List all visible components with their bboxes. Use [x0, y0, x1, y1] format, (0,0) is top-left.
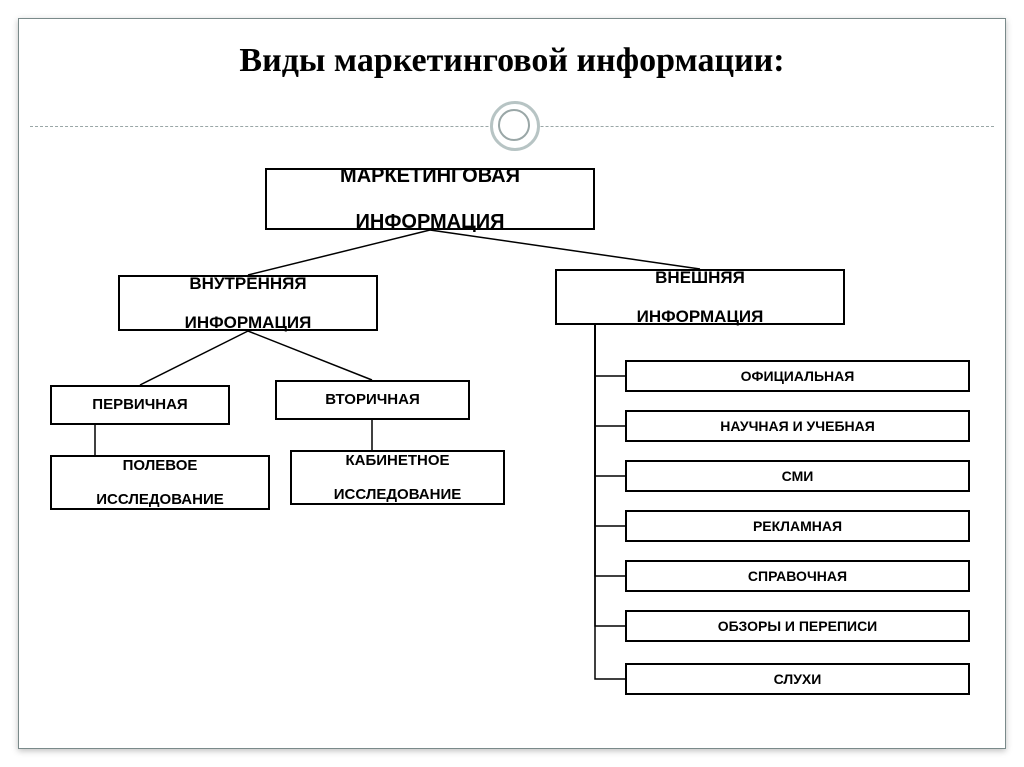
edge-external-ext1: [595, 325, 625, 376]
node-internal: ВНУТРЕННЯЯИНФОРМАЦИЯ: [118, 275, 378, 331]
node-ext5: СПРАВОЧНАЯ: [625, 560, 970, 592]
node-field: ПОЛЕВОЕИССЛЕДОВАНИЕ: [50, 455, 270, 510]
edge-external-ext3: [595, 325, 625, 476]
node-ext4: РЕКЛАМНАЯ: [625, 510, 970, 542]
node-ext1: ОФИЦИАЛЬНАЯ: [625, 360, 970, 392]
node-ext2: НАУЧНАЯ И УЧЕБНАЯ: [625, 410, 970, 442]
node-external: ВНЕШНЯЯИНФОРМАЦИЯ: [555, 269, 845, 325]
node-ext6: ОБЗОРЫ И ПЕРЕПИСИ: [625, 610, 970, 642]
node-ext3: СМИ: [625, 460, 970, 492]
edge-root-external: [430, 230, 700, 269]
node-secondary: ВТОРИЧНАЯ: [275, 380, 470, 420]
edge-internal-primary: [140, 331, 248, 385]
node-desk: КАБИНЕТНОЕИССЛЕДОВАНИЕ: [290, 450, 505, 505]
node-root: МАРКЕТИНГОВАЯИНФОРМАЦИЯ: [265, 168, 595, 230]
node-primary: ПЕРВИЧНАЯ: [50, 385, 230, 425]
edge-root-internal: [248, 230, 430, 275]
edge-internal-secondary: [248, 331, 372, 380]
slide: Виды маркетинговой информации: МАРКЕТИНГ…: [0, 0, 1024, 767]
node-ext7: СЛУХИ: [625, 663, 970, 695]
edge-external-ext5: [595, 325, 625, 576]
